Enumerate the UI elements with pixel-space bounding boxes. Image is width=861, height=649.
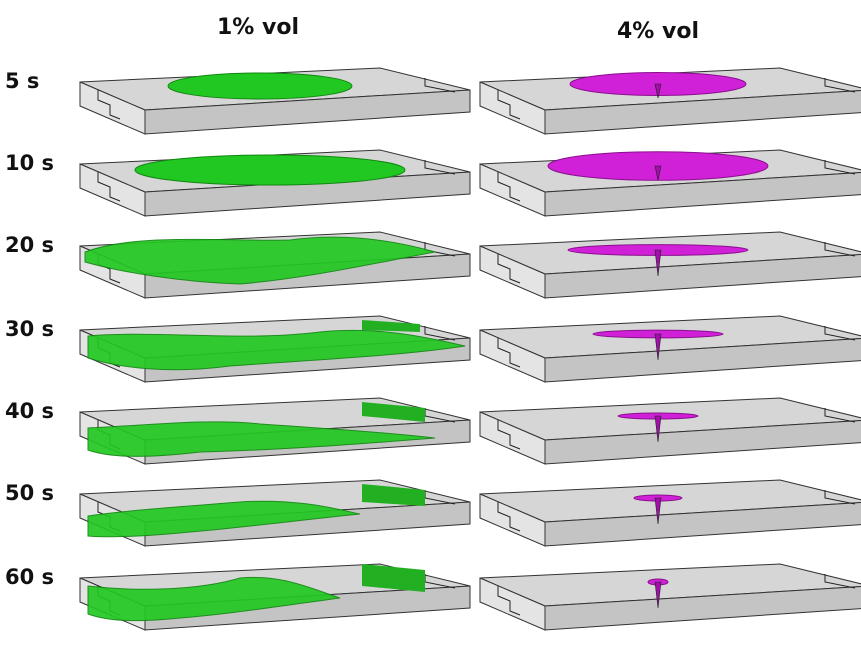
- column-header: 4% vol: [617, 19, 699, 44]
- column-header: 1% vol: [217, 15, 299, 40]
- row-label: 50 s: [5, 481, 54, 505]
- droplet-1pct: [135, 155, 405, 185]
- droplet-1pct: [168, 73, 352, 99]
- panel-1pct: [168, 73, 352, 99]
- panel-1pct: [135, 155, 405, 185]
- slab: [480, 480, 861, 546]
- slab: [480, 232, 861, 298]
- row-label: 20 s: [5, 233, 54, 257]
- row-label: 60 s: [5, 565, 54, 589]
- slab: [480, 564, 861, 630]
- panel-4pct: [548, 152, 768, 181]
- page: 1% vol 4% vol 5 s 10 s 20 s 30 s 40 s 50 s 60 …: [0, 0, 861, 649]
- slab: [480, 316, 861, 382]
- row-label: 10 s: [5, 151, 54, 175]
- figure: 1% vol 4% vol 5 s 10 s 20 s 30 s 40 s 50 s 60 …: [0, 0, 861, 649]
- row-label: 5 s: [5, 69, 39, 93]
- slab: [480, 398, 861, 464]
- row-label: 40 s: [5, 399, 54, 423]
- row-label: 30 s: [5, 317, 54, 341]
